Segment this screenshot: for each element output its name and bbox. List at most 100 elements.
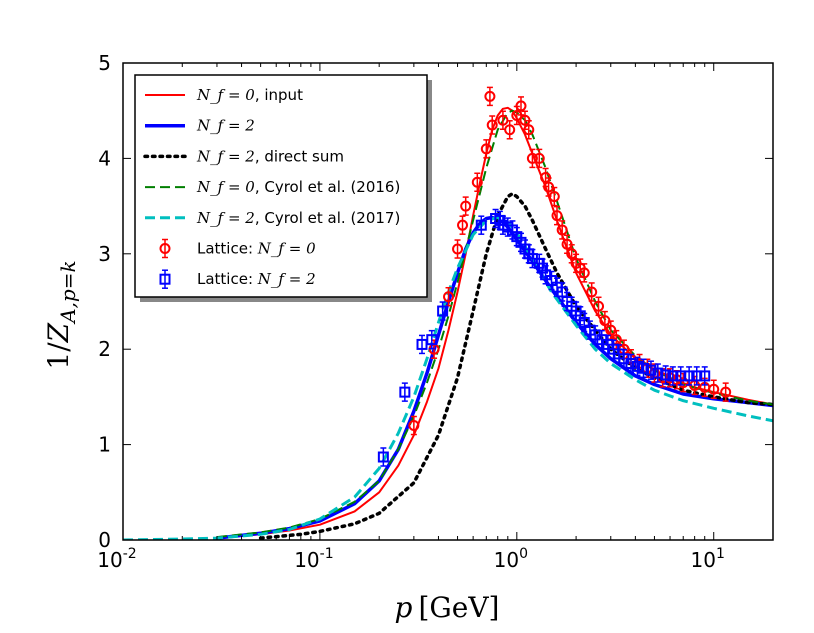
- legend-label-math: N_f = 0: [257, 240, 316, 258]
- marker-circle: [408, 420, 420, 432]
- marker-circle: [480, 143, 492, 155]
- data-point-lattice-n-f-0: [523, 120, 535, 140]
- data-point-lattice-n-f-2: [667, 366, 679, 386]
- legend-label-suffix: , Cyrol et al. (2017): [255, 209, 401, 227]
- y-tick-label: 3: [98, 242, 111, 266]
- data-point-lattice-n-f-2: [660, 365, 672, 385]
- legend-entry-lattice-n-f-0: Lattice: N_f = 0: [159, 238, 316, 259]
- data-point-lattice-n-f-2: [638, 358, 650, 379]
- data-point-lattice-n-f-2: [683, 366, 695, 386]
- marker-circle: [484, 90, 496, 102]
- data-point-lattice-n-f-0: [471, 172, 483, 192]
- x-axis-title-unit: [GeV]: [418, 591, 499, 624]
- data-point-lattice-n-f-0: [526, 148, 538, 169]
- marker-circle: [471, 176, 483, 188]
- legend-entry-lattice-n-f-2: Lattice: N_f = 2: [159, 269, 316, 289]
- legend-label-math: N_f = 2: [257, 270, 316, 288]
- data-point-lattice-n-f-0: [484, 86, 496, 107]
- marker-square: [699, 370, 711, 382]
- data-point-lattice-n-f-0: [504, 120, 516, 140]
- data-point-lattice-n-f-2: [699, 366, 711, 386]
- data-point-lattice-n-f-0: [452, 239, 464, 259]
- y-tick-label: 4: [98, 146, 111, 170]
- marker-circle: [708, 383, 720, 395]
- x-axis-title: p [GeV]: [395, 591, 500, 624]
- marker-circle: [515, 100, 527, 112]
- legend-label: N_f = 2, direct sum: [196, 147, 344, 165]
- legend-entry-n-f-0-cyrol-et-al-2016: N_f = 0, Cyrol et al. (2016): [145, 178, 400, 196]
- marker-circle: [720, 386, 732, 398]
- data-point-lattice-n-f-2: [652, 363, 664, 383]
- legend-entry-n-f-0-input: N_f = 0, input: [145, 86, 303, 104]
- x-tick-exponent: 0: [519, 546, 528, 562]
- marker-circle: [486, 119, 498, 131]
- legend-label-math: N_f = 2: [196, 117, 255, 135]
- legend-label-prefix: Lattice:: [197, 240, 258, 258]
- data-point-lattice-n-f-0: [586, 282, 598, 302]
- marker-square: [638, 362, 650, 374]
- marker-circle: [460, 200, 472, 212]
- data-point-lattice-n-f-0: [486, 115, 498, 135]
- legend-box: [134, 74, 428, 298]
- marker-circle: [578, 267, 590, 279]
- marker-square: [683, 370, 695, 382]
- marker-circle: [677, 377, 689, 389]
- marker-square: [667, 370, 679, 382]
- plot-frame: [122, 62, 774, 541]
- marker-circle: [586, 286, 598, 298]
- legend-label-math: N_f = 2: [196, 209, 255, 227]
- data-point-lattice-n-f-2: [691, 366, 703, 386]
- legend-label-suffix: , Cyrol et al. (2016): [255, 178, 401, 196]
- marker-square: [652, 367, 664, 379]
- y-tick-label: 2: [98, 337, 111, 361]
- legend-label: Lattice: N_f = 2: [197, 270, 316, 288]
- data-point-lattice-n-f-0: [578, 263, 590, 283]
- legend-label: N_f = 0, input: [196, 86, 303, 104]
- marker-circle: [533, 152, 545, 164]
- legend-entry-n-f-2-direct-sum: N_f = 2, direct sum: [143, 147, 344, 165]
- marker-square: [578, 316, 590, 328]
- data-point-lattice-n-f-2: [540, 265, 552, 285]
- data-point-lattice-n-f-0: [551, 205, 563, 226]
- marker-square: [399, 386, 411, 398]
- data-point-lattice-n-f-0: [515, 96, 527, 116]
- marker-circle: [551, 210, 563, 222]
- data-point-lattice-n-f-0: [533, 148, 545, 169]
- legend-swatch-circle: [159, 243, 171, 254]
- legend-label-math: N_f = 2: [196, 147, 255, 165]
- data-point-lattice-n-f-0: [593, 296, 605, 317]
- x-tick-base: 10: [294, 548, 319, 572]
- legend-label: Lattice: N_f = 0: [197, 240, 316, 258]
- marker-square: [645, 364, 657, 376]
- x-tick-exponent: -1: [320, 546, 334, 562]
- x-tick-label: 101: [691, 546, 725, 572]
- x-axis-title-var: p: [395, 591, 413, 624]
- marker-circle: [526, 152, 538, 164]
- data-point-lattice-n-f-2: [437, 301, 449, 321]
- marker-square: [377, 451, 389, 463]
- data-point-lattice-n-f-0: [460, 196, 472, 216]
- legend-label: N_f = 2, Cyrol et al. (2017): [196, 209, 400, 227]
- marker-circle: [443, 291, 455, 303]
- marker-circle: [457, 219, 469, 231]
- marker-circle: [593, 300, 605, 312]
- data-point-lattice-n-f-0: [480, 139, 492, 159]
- marker-circle: [452, 243, 464, 255]
- y-tick-label: 5: [98, 51, 111, 75]
- marker-circle: [504, 124, 516, 136]
- marker-square: [536, 262, 548, 274]
- y-axis-title: 1/ZA,p=k: [42, 260, 80, 369]
- legend-label-math: N_f = 0: [196, 86, 255, 104]
- legend-label: N_f = 0, Cyrol et al. (2016): [196, 178, 400, 196]
- x-tick-label: 10-2: [97, 546, 136, 572]
- legend-swatch-square: [159, 273, 171, 285]
- marker-square: [475, 219, 487, 231]
- data-point-lattice-n-f-2: [426, 329, 438, 350]
- data-point-lattice-n-f-0: [548, 186, 560, 207]
- x-tick-label: 100: [494, 546, 528, 572]
- data-point-lattice-n-f-0: [457, 215, 469, 235]
- marker-circle: [548, 191, 560, 203]
- x-tick-exponent: 1: [716, 546, 725, 562]
